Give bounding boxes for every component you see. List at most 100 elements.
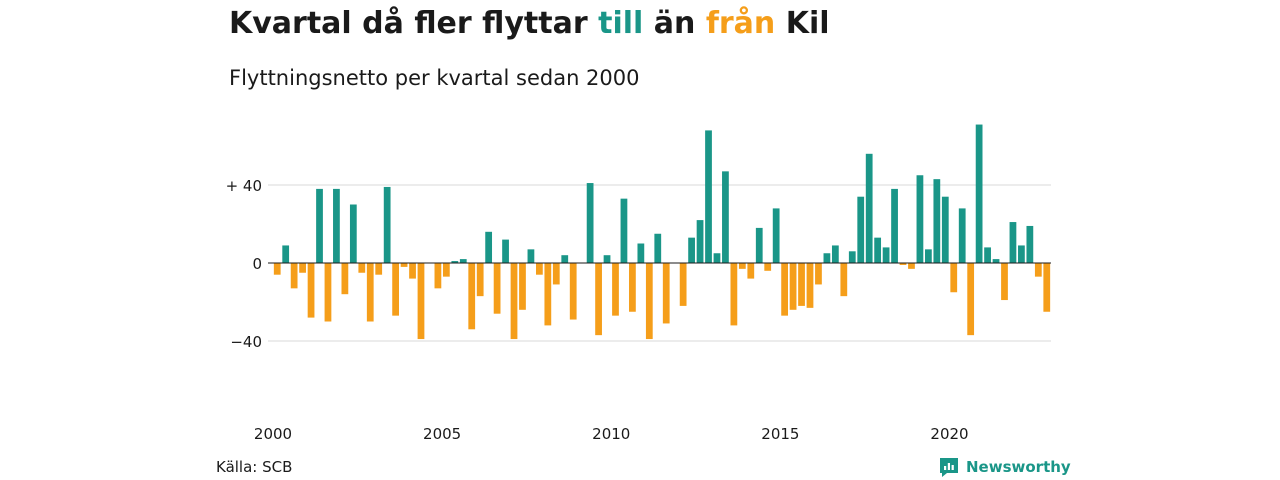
bar [290, 263, 298, 289]
bar [544, 263, 552, 326]
bar [1009, 222, 1017, 263]
bar [358, 263, 366, 273]
bar [552, 263, 560, 285]
bar [383, 186, 391, 263]
title-part: än [643, 6, 706, 41]
bar [307, 263, 315, 318]
bar [899, 263, 907, 265]
bar [764, 263, 772, 271]
bar [375, 263, 383, 275]
bar [510, 263, 518, 340]
bar [933, 179, 941, 263]
bar [629, 263, 636, 312]
bar [299, 263, 306, 273]
bar [806, 263, 814, 308]
bar [848, 251, 856, 263]
bar [705, 130, 712, 263]
bar [324, 263, 332, 322]
bar [620, 198, 628, 263]
title-part: Kvartal då fler flyttar [229, 6, 599, 41]
bar [1018, 245, 1025, 263]
bar [535, 263, 543, 275]
bar [722, 171, 729, 263]
newsworthy-logo-icon [940, 458, 958, 477]
bar [459, 259, 467, 263]
bar [366, 263, 374, 322]
bar [1043, 263, 1051, 312]
bar [349, 204, 357, 263]
bar [823, 253, 831, 263]
bar [789, 263, 797, 310]
bar [468, 263, 476, 330]
bar [476, 263, 484, 297]
x-tick-label: 2020 [930, 425, 968, 443]
bar [772, 208, 780, 263]
bar [798, 263, 805, 306]
bar [654, 233, 662, 263]
x-tick-label: 2000 [254, 425, 292, 443]
bar [612, 263, 619, 316]
bar [688, 237, 695, 263]
bar [409, 263, 416, 279]
bar [747, 263, 755, 279]
bar [493, 263, 501, 314]
bar [442, 263, 450, 277]
bar [967, 263, 975, 336]
bar [696, 220, 704, 263]
bar [282, 245, 290, 263]
bar [738, 263, 746, 269]
bar [882, 247, 890, 263]
bar [569, 263, 577, 320]
bar [392, 263, 400, 316]
bar [561, 255, 569, 263]
bar [950, 263, 958, 293]
bar [840, 263, 848, 297]
bar [273, 263, 281, 275]
brand-logo: Newsworthy [938, 456, 1071, 478]
bar [527, 249, 535, 263]
chart-title: Kvartal då fler flyttar till än från Kil [229, 6, 830, 41]
bar [992, 259, 1000, 263]
bar [333, 188, 340, 263]
chart-subtitle: Flyttningsnetto per kvartal sedan 2000 [229, 66, 640, 90]
bar [916, 175, 924, 263]
bar [595, 263, 602, 336]
y-tick-label: + 40 [226, 177, 262, 195]
bar [815, 263, 822, 285]
bar [924, 249, 932, 263]
bar [781, 263, 789, 316]
bar [662, 263, 670, 324]
source-note: Källa: SCB [216, 458, 293, 476]
bar [865, 153, 873, 263]
bar [645, 263, 653, 340]
bar [434, 263, 442, 289]
y-tick-label: −40 [230, 333, 262, 351]
x-tick-label: 2010 [592, 425, 630, 443]
bar [713, 253, 721, 263]
bar [451, 261, 459, 263]
brand-name: Newsworthy [966, 458, 1071, 476]
bar [874, 237, 882, 263]
bar [891, 188, 898, 263]
bar [984, 247, 991, 263]
bar [755, 227, 763, 263]
bar [958, 208, 966, 263]
bar [417, 263, 425, 340]
title-part: Kil [775, 6, 830, 41]
bar [908, 263, 915, 269]
bar [603, 255, 611, 263]
bar [586, 183, 594, 263]
bar [730, 263, 738, 326]
x-tick-label: 2005 [423, 425, 461, 443]
bar [975, 124, 983, 263]
title-part: till [598, 6, 644, 41]
title-part: från [705, 6, 776, 41]
bar [519, 263, 526, 310]
bar [341, 263, 349, 295]
bar [400, 263, 408, 267]
bar [679, 263, 687, 306]
bar [1001, 263, 1008, 301]
bar [1026, 225, 1034, 263]
bar [316, 188, 323, 263]
